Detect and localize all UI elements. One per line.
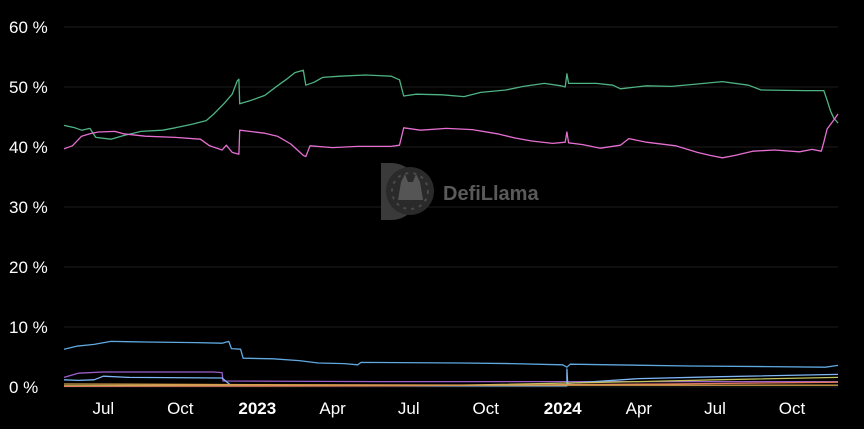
series-line-2 [63,113,839,159]
y-axis-ticks: 0 % 10 % 20 % 30 % 40 % 50 % 60 % [9,18,48,397]
watermark-text: DefiLlama [443,183,539,205]
grid-lines [64,26,838,388]
x-tick-label: Apr [319,399,346,418]
series-line-4 [63,371,838,383]
y-tick-label: 40 % [9,138,48,157]
y-tick-label: 60 % [9,18,48,37]
y-tick-label: 30 % [9,198,48,217]
x-tick-label: Jul [92,399,114,418]
x-tick-label: Apr [626,399,653,418]
x-tick-label: Jul [704,399,726,418]
x-tick-label: 2023 [238,399,276,418]
x-tick-label: 2024 [544,399,582,418]
x-tick-label: Oct [472,399,499,418]
llama-logo-icon [381,163,434,220]
x-tick-label: Jul [398,399,420,418]
series-line-1 [63,69,839,140]
series-line-8 [63,383,838,386]
x-tick-label: Oct [167,399,194,418]
x-tick-label: Oct [779,399,806,418]
series-layer [63,69,839,388]
y-tick-label: 0 % [9,378,38,397]
x-axis-ticks: Jul Oct 2023 Apr Jul Oct 2024 Apr Jul Oct [92,399,805,418]
watermark: DefiLlama [381,163,539,220]
y-tick-label: 20 % [9,258,48,277]
y-tick-label: 10 % [9,318,48,337]
y-tick-label: 50 % [9,78,48,97]
series-line-3 [63,340,839,368]
